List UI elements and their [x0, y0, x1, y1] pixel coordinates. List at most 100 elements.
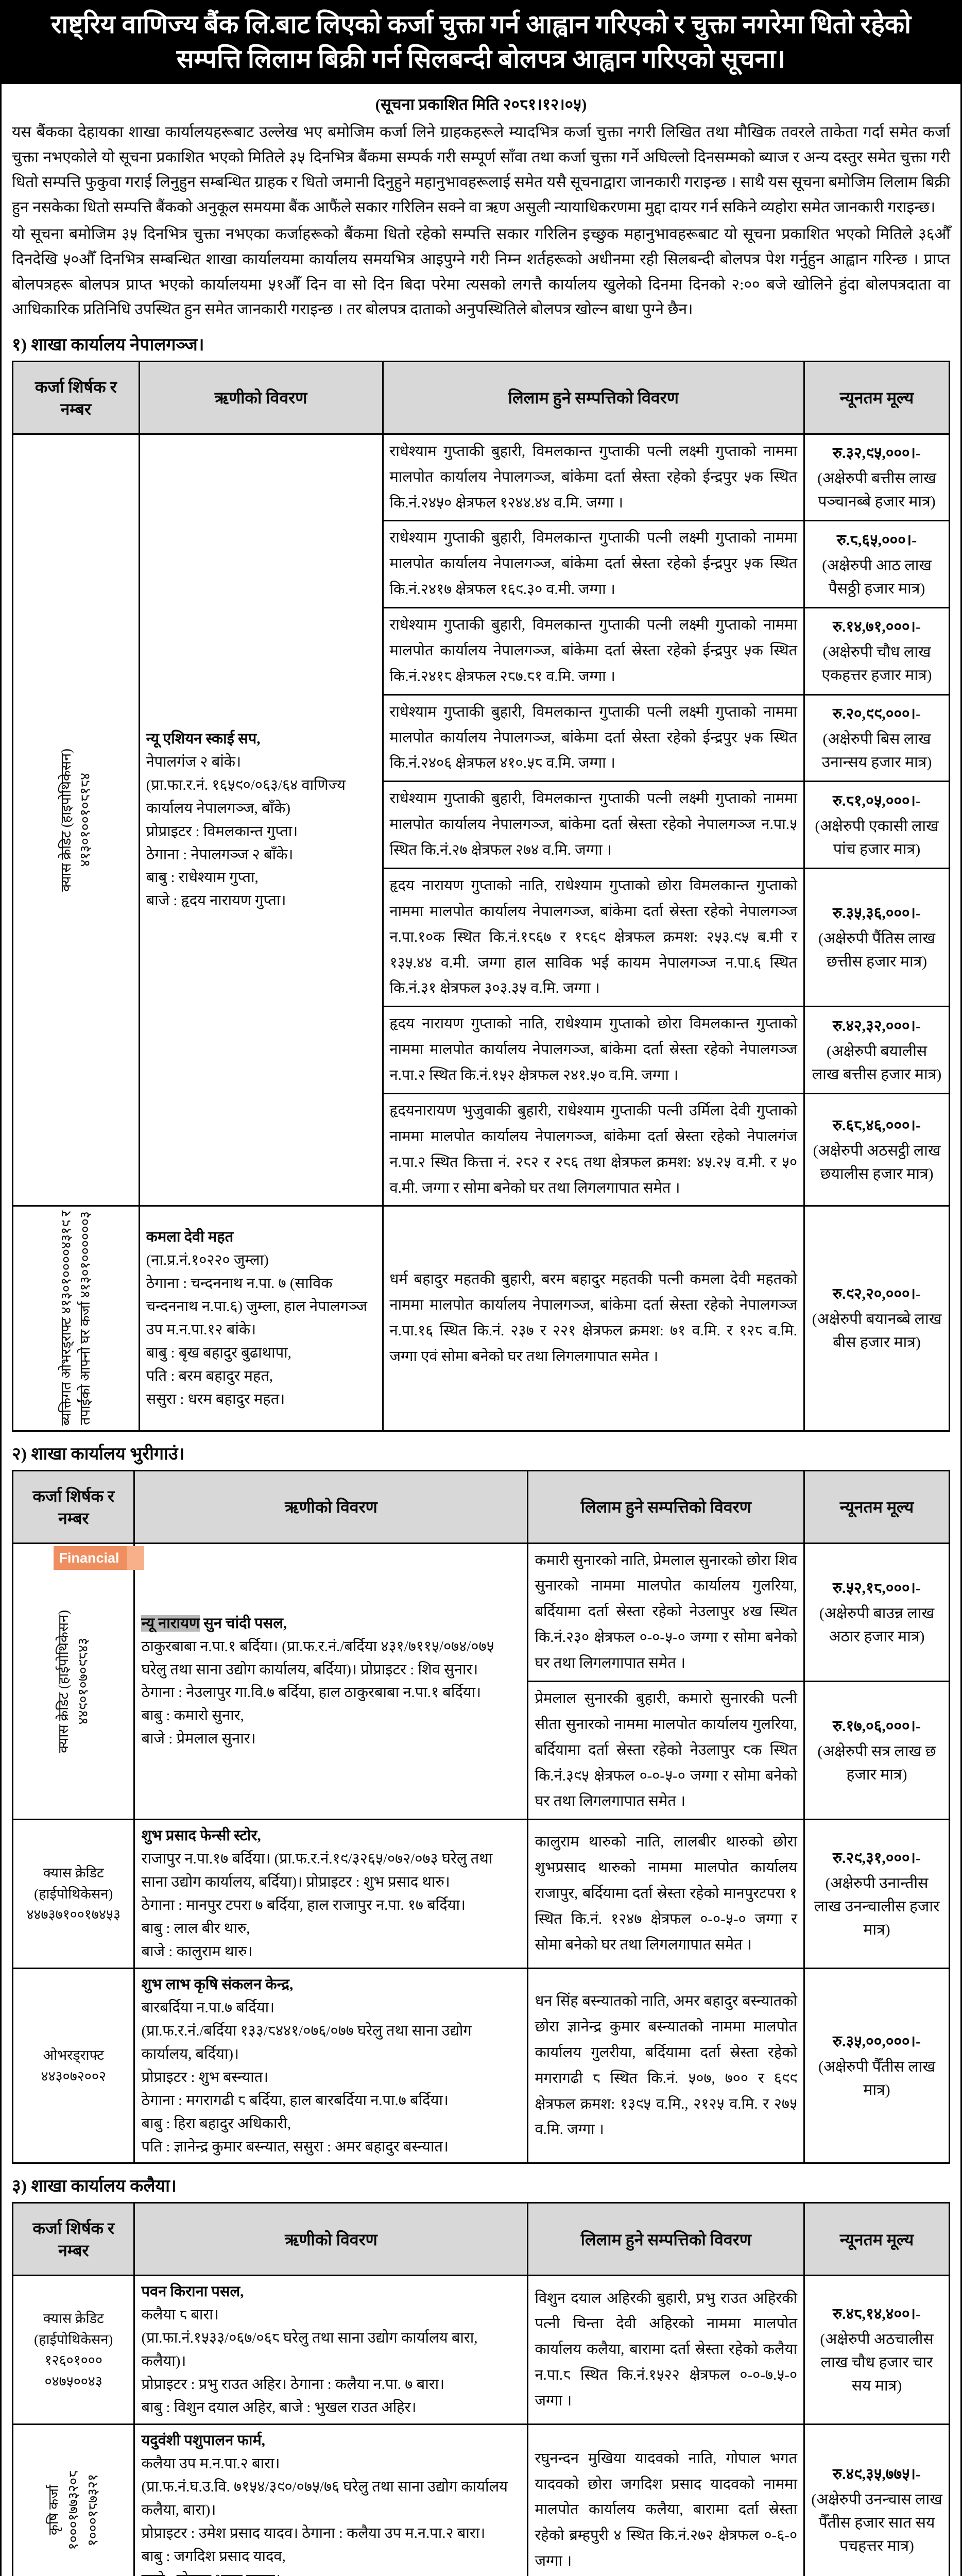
price-amount: रु.४२,३२,०००।-: [833, 1017, 921, 1035]
table-row: राधेश्याम गुप्ताकी बुहारी, विमलकान्त गुप…: [13, 607, 950, 696]
price-amount: रु.३५,००,०००।-: [833, 2033, 921, 2050]
table-row: हृदय नारायण गुप्ताको नाति, राधेश्याम गुप…: [13, 867, 950, 1008]
table-row: क्यास क्रेडिट (हाईपोथिकेसन) ४४९०१०७०९८४३…: [11, 1542, 950, 1821]
loan-type-label: (हाईपोथिकेसन): [34, 1886, 113, 1902]
borrower-name: शुभ लाभ कृषि संकलन केन्द्र,: [141, 1976, 294, 1993]
notice-title-banner: राष्ट्रिय वाणिज्य बैंक लि.बाट लिएको कर्ज…: [2, 2, 960, 84]
intro-paragraph-1: यस बैंकका देहायका शाखा कार्यालयहरूबाट उल…: [12, 124, 950, 216]
price-amount: रु.१४,७१,०००।-: [833, 618, 921, 636]
price-cell: रु.५२,१८,०००।- (अक्षेरुपी बाउन्न लाख अठा…: [803, 1542, 950, 1682]
loan-type-label: ब्यक्तिगत ओभरड्राफ्ट ४१३०१००००४३१९ र: [58, 1211, 74, 1426]
loan-type-label: क्यास क्रेडिट (हाईपोथिकेसन): [55, 1609, 71, 1753]
table-row: प्रेमलाल सुनारकी बुहारी, कमारो सुनारकी प…: [13, 1680, 950, 1821]
loan-account-number: ४४३०७२००२: [41, 2068, 106, 2084]
loan-title-cell: क्यास क्रेडिट (हाईपोथिकेसन) ४४९०१०७०९८४३: [11, 1542, 135, 1821]
price-cell: रु.१७,०६,०००।- (अक्षेरुपी सत्र लाख छ हजा…: [803, 1680, 950, 1821]
price-words: (अक्षेरुपी बयालीस लाख बत्तीस हजार मात्र): [812, 1042, 942, 1083]
price-cell: रु.४९,३५,७७५।- (अक्षेरुपी उनन्चास लाख पै…: [803, 2424, 950, 2576]
price-cell: रु.४८,१४,४००।- (अक्षेरुपी अठचालीस लाख चौ…: [803, 2275, 950, 2426]
table-row: हृदय नारायण गुप्ताको नाति, राधेश्याम गुप…: [13, 1006, 950, 1094]
borrower-cell: यदुवंशी पशुपालन फार्म, कलैया उप म.न.पा.२…: [133, 2424, 529, 2576]
loan-type-label: कृषि कर्जा: [46, 2485, 62, 2536]
table-row: राधेश्याम गुप्ताकी बुहारी, विमलकान्त गुप…: [13, 520, 950, 608]
intro-paragraph-2: यो सूचना बमोजिम ३५ दिनभित्र चुक्ता नभएका…: [12, 226, 950, 318]
table-row: ब्यक्तिगत ओभरड्राफ्ट ४१३०१००००४३१९ र तपा…: [12, 1205, 950, 1432]
borrower-cell: Financial न्यू नारायण सुन चांदी पसल, ठाक…: [54, 1542, 529, 1821]
loan-account-number: ०४७५००४३: [44, 2373, 102, 2389]
borrower-cell: पवन किराना पसल, कलैया ८ बारा। (प्रा.फा.न…: [133, 2275, 529, 2426]
borrower-cell: शुभ प्रसाद फेन्सी स्टोर, राजापुर न.पा.१७…: [133, 1819, 529, 1969]
price-amount: रु.४९,३५,७७५।-: [833, 2466, 921, 2483]
borrower-name: शुभ प्रसाद फेन्सी स्टोर,: [141, 1827, 261, 1844]
property-cell: विशुन दयाल अहिरकी बुहारी, प्रभु राउत अहि…: [527, 2275, 805, 2426]
borrower-cell: कमला देवी महत (ना.प्र.नं.१०२२० जुम्ला) ठ…: [138, 1205, 384, 1432]
col-header-loan: कर्जा शिर्षक र नम्बर: [12, 360, 140, 435]
table-row: कृषि कर्जा १०००१७७३२०८ १०००१८७३२१ यदुवंश…: [11, 2424, 950, 2576]
col-header-borrower: ऋणीको विवरण: [138, 360, 384, 435]
table-header-row: कर्जा शिर्षक र नम्बर ऋणीको विवरण लिलाम ह…: [11, 2202, 950, 2277]
price-cell: रु.८१,०५,०००।- (अक्षेरुपी एकासी लाख पांच…: [803, 781, 950, 869]
table-header-row: कर्जा शिर्षक र नम्बर ऋणीको विवरण लिलाम ह…: [12, 360, 950, 435]
borrower-name-highlighted: न्यू नारायण: [141, 1615, 200, 1632]
table-row: राधेश्याम गुप्ताकी बुहारी, विमलकान्त गुप…: [13, 781, 950, 869]
borrower-details: ठाकुरबाबा न.पा.१ बर्दिया। (प्रा.फ.र.नं./…: [141, 1638, 494, 1748]
col-header-loan: कर्जा शिर्षक र नम्बर: [11, 2202, 135, 2277]
loan-type-label: क्यास क्रेडिट: [43, 1865, 104, 1881]
property-cell: राधेश्याम गुप्ताकी बुहारी, विमलकान्त गुप…: [382, 693, 805, 783]
property-cell: हृदय नारायण गुप्ताको नाति, राधेश्याम गुप…: [382, 1006, 805, 1094]
loan-title-cell: क्यास क्रेडिट (हाईपोथिकेसन) १२६०१००० ०४७…: [11, 2275, 135, 2426]
property-cell: धर्म बहादुर महतकी बुहारी, बरम बहादुर महत…: [382, 1205, 805, 1432]
property-cell: कमारी सुनारको नाति, प्रेमलाल सुनारको छोर…: [527, 1542, 805, 1682]
loan-title-cell: कृषि कर्जा १०००१७७३२०८ १०००१८७३२१: [11, 2424, 135, 2576]
loan-type-label: तपाईंको आफ्नो घर कर्जा ४१३०१००००००३: [77, 1211, 93, 1426]
price-cell: रु.३५,००,०००।- (अक्षेरुपी पैँतीस लाख मात…: [803, 1967, 950, 2164]
col-header-borrower: ऋणीको विवरण: [133, 2202, 529, 2277]
property-cell: राधेश्याम गुप्ताकी बुहारी, विमलकान्त गुप…: [382, 781, 805, 869]
table-row: हृदयनारायण भुजुवाकी बुहारी, राधेश्याम गु…: [13, 1092, 950, 1207]
property-cell: धन सिंह बस्न्यातको नाति, अमर बहादुर बस्न…: [527, 1967, 805, 2164]
price-words: (अक्षेरुपी उनन्चास लाख पैँतीस हजार सात स…: [811, 2491, 942, 2555]
price-words: (अक्षेरुपी चौध लाख एकहत्तर हजार मात्र): [821, 643, 932, 684]
price-cell: रु.६८,४६,०००।- (अक्षेरुपी अठसट्ठी लाख छय…: [803, 1092, 950, 1207]
borrower-cell: शुभ लाभ कृषि संकलन केन्द्र, बारबर्दिया न…: [133, 1967, 529, 2164]
col-header-loan: कर्जा शिर्षक र नम्बर: [11, 1469, 135, 1544]
price-words: (अक्षेरुपी अठसट्ठी लाख छयालीस हजार मात्र…: [813, 1142, 941, 1183]
section-heading-kalaiya: ३) शाखा कार्यालय कलैया।: [12, 2177, 177, 2196]
table-row: क्यास क्रेडिट (हाईपोथिकेसन) १२६०१००० ०४७…: [11, 2275, 950, 2426]
loan-type-label: (हाईपोथिकेसन): [34, 2331, 113, 2347]
table-row: राधेश्याम गुप्ताकी बुहारी, विमलकान्त गुप…: [13, 693, 950, 783]
loan-type-label: क्यास क्रेडिट: [43, 2311, 104, 2327]
section-heading-bhurigaun: २) शाखा कार्यालय भुरीगाउं।: [12, 1444, 185, 1464]
loan-title-cell: ब्यक्तिगत ओभरड्राफ्ट ४१३०१००००४३१९ र तपा…: [12, 1205, 140, 1432]
price-amount: रु.२९,३१,०००।-: [833, 1850, 921, 1867]
col-header-property: लिलाम हुने सम्पत्तिको विवरण: [382, 360, 805, 435]
loan-account-number: १२६०१०००: [44, 2352, 102, 2368]
borrower-name: पवन किराना पसल,: [141, 2283, 244, 2300]
col-header-property: लिलाम हुने सम्पत्तिको विवरण: [527, 2202, 805, 2277]
property-cell: हृदयनारायण भुजुवाकी बुहारी, राधेश्याम गु…: [382, 1092, 805, 1207]
auction-table-nepalgunj: कर्जा शिर्षक र नम्बर ऋणीको विवरण लिलाम ह…: [12, 360, 950, 1432]
property-cell: कालुराम थारुको नाति, लालबीर थारुको छोरा …: [527, 1819, 805, 1969]
notice-title-line2: सम्पत्ति लिलाम बिक्री गर्न सिलबन्दी बोलप…: [176, 44, 786, 73]
price-cell: रु.९२,२०,०००।- (अक्षेरुपी बयानब्बे लाख ब…: [803, 1205, 950, 1432]
price-amount: रु.४८,१४,४००।-: [833, 2306, 921, 2323]
borrower-details: (ना.प्र.नं.१०२२० जुम्ला) ठेगाना : चन्दनन…: [146, 1252, 368, 1408]
property-cell: राधेश्याम गुप्ताकी बुहारी, विमलकान्त गुप…: [382, 607, 805, 696]
price-words: (अक्षेरुपी पैंतिस लाख छत्तीस हजार मात्र): [818, 930, 936, 971]
table-row: ओभरड्राफ्ट ४४३०७२००२ शुभ लाभ कृषि संकलन …: [11, 1967, 950, 2164]
table-row: क्यास क्रेडिट (हाईपोथिकेसन) ४४७३७१००१७४५…: [11, 1819, 950, 1969]
price-cell: रु.२०,९९,०००।- (अक्षेरुपी बिस लाख उनान्स…: [803, 693, 950, 783]
borrower-details: नेपालगंज २ बांके। (प्रा.फा.र.नं. १६५९०/०…: [146, 753, 346, 909]
price-amount: रु.२०,९९,०००।-: [833, 705, 921, 722]
price-words: (अक्षेरुपी एकासी लाख पांच हजार मात्र): [815, 817, 939, 858]
price-amount: रु.३५,३६,०००।-: [833, 905, 921, 922]
borrower-name: कमला देवी महत: [146, 1229, 234, 1246]
loan-title-cell: क्यास क्रेडिट (हाईपोथिकेसन) ४४७३७१००१७४५…: [11, 1819, 135, 1969]
loan-account-number: १०००१७७३२०८: [65, 2470, 81, 2550]
loan-type-label: क्यास क्रेडिट (हाइपोथिकेसन): [58, 748, 74, 892]
price-words: (अक्षेरुपी पैँतीस लाख मात्र): [818, 2058, 936, 2099]
price-words: (अक्षेरुपी बयानब्बे लाख बीस हजार मात्र): [812, 1311, 942, 1351]
property-cell: राधेश्याम गुप्ताकी बुहारी, विमलकान्त गुप…: [382, 433, 805, 522]
borrower-details: राजापुर न.पा.१७ बर्दिया। (प्रा.फ.र.नं.१९…: [141, 1851, 493, 1960]
loan-title-cell: क्यास क्रेडिट (हाइपोथिकेसन) ४१३०१००१०८१८…: [12, 433, 140, 1207]
